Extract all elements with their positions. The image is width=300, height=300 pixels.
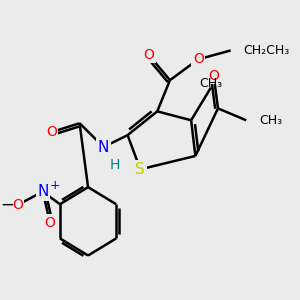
- Text: CH₂CH₃: CH₂CH₃: [243, 44, 290, 57]
- Text: O: O: [208, 69, 219, 83]
- Text: O: O: [143, 48, 154, 62]
- Text: +: +: [50, 179, 61, 192]
- Text: CH₃: CH₃: [259, 114, 282, 127]
- Text: S: S: [135, 162, 145, 177]
- Text: CH₃: CH₃: [199, 76, 223, 90]
- Text: N: N: [98, 140, 109, 154]
- Text: O: O: [193, 52, 204, 66]
- Text: O: O: [46, 125, 57, 139]
- Text: N: N: [37, 184, 49, 199]
- Text: H: H: [110, 158, 120, 172]
- Text: O: O: [12, 198, 23, 212]
- Text: −: −: [1, 196, 14, 214]
- Text: O: O: [44, 216, 56, 230]
